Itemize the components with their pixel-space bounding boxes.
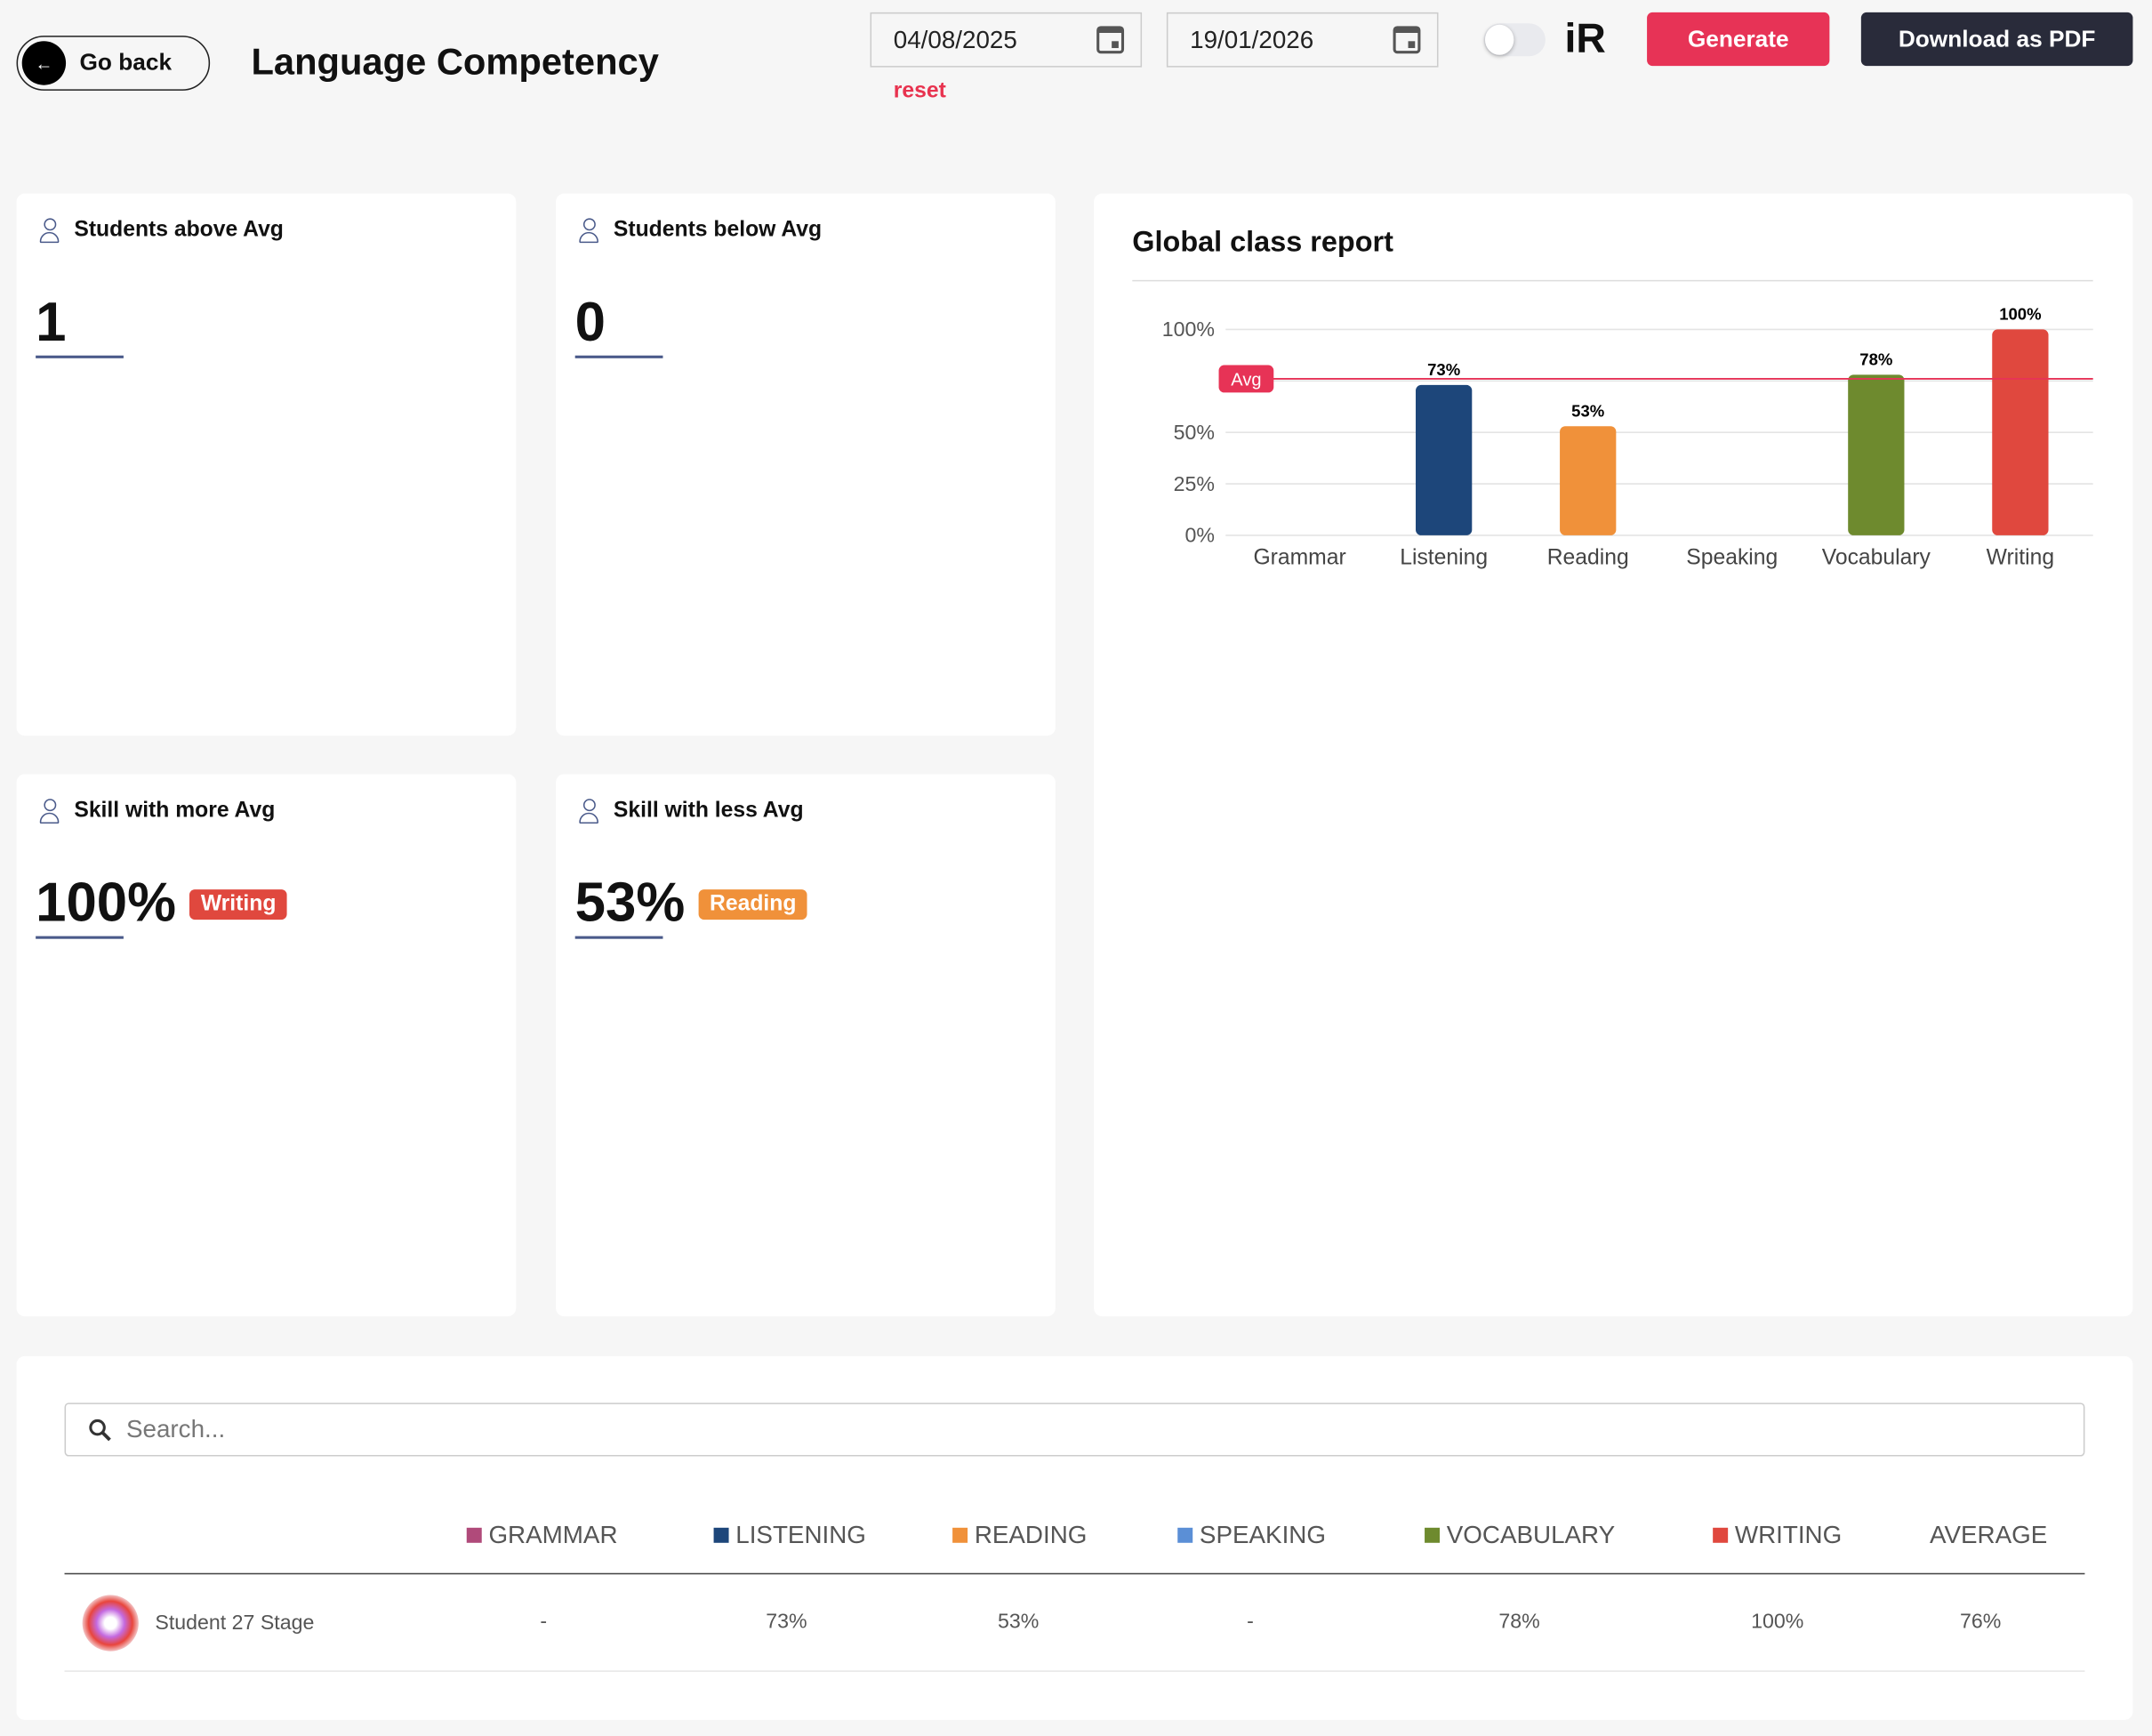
column-header-listening[interactable]: LISTENING (713, 1521, 866, 1549)
column-header-reading[interactable]: READING (952, 1521, 1087, 1549)
x-tick-label: Grammar (1253, 545, 1345, 569)
toggle-knob (1484, 24, 1514, 55)
divider (1132, 279, 2093, 282)
card-value: 1 (36, 292, 67, 353)
row-divider (64, 1670, 2085, 1672)
x-tick-label: Speaking (1686, 545, 1778, 569)
bar-vocabulary (1848, 374, 1905, 535)
underline (36, 936, 124, 939)
y-tick-label: 50% (1174, 421, 1215, 444)
legend-swatch (1425, 1527, 1441, 1543)
generate-button[interactable]: Generate (1647, 12, 1830, 67)
card-students-below-avg: Students below Avg 0 (556, 193, 1056, 736)
arrow-left-icon: ← (21, 41, 67, 85)
student-name[interactable]: Student 27 Stage (155, 1611, 315, 1636)
table-cell: 76% (1959, 1610, 2002, 1634)
data-label: 100% (1999, 305, 2041, 324)
y-tick-label: 0% (1184, 524, 1214, 547)
avg-label: Avg (1231, 371, 1261, 390)
legend-swatch (952, 1527, 968, 1543)
reset-link[interactable]: reset (893, 79, 946, 103)
students-table-card (16, 1355, 2133, 1720)
legend-swatch (1713, 1527, 1729, 1543)
x-tick-label: Writing (1987, 545, 2054, 569)
column-label: READING (974, 1521, 1088, 1548)
student-avatar (82, 1595, 139, 1652)
user-icon (578, 799, 600, 824)
date-from-input[interactable]: 04/08/2025 (870, 12, 1143, 68)
date-to-value: 19/01/2026 (1190, 25, 1314, 53)
card-value: 100% (36, 872, 177, 934)
x-tick-label: Vocabulary (1822, 545, 1931, 569)
x-tick-label: Reading (1547, 545, 1629, 569)
data-label: 78% (1859, 350, 1892, 369)
underline (574, 355, 663, 358)
go-back-label: Go back (79, 49, 173, 76)
skill-badge: Reading (698, 888, 807, 920)
avg-badge (1218, 365, 1274, 393)
calendar-icon[interactable] (1393, 26, 1421, 54)
user-icon (38, 799, 60, 824)
y-tick-label: 25% (1174, 472, 1215, 495)
card-value: 0 (574, 292, 606, 353)
legend-swatch (713, 1527, 729, 1543)
data-label: 53% (1571, 401, 1604, 420)
calendar-icon[interactable] (1096, 26, 1125, 54)
column-header-vocabulary[interactable]: VOCABULARY (1425, 1521, 1615, 1549)
card-students-above-avg: Students above Avg 1 (16, 193, 517, 736)
search-input[interactable]: Search... (64, 1402, 2085, 1457)
column-header-speaking[interactable]: SPEAKING (1177, 1521, 1326, 1549)
column-header-average[interactable]: AVERAGE (1930, 1521, 2047, 1549)
underline (36, 355, 124, 358)
table-cell: 53% (998, 1610, 1040, 1634)
date-to-input[interactable]: 19/01/2026 (1166, 12, 1439, 68)
card-title: Students above Avg (74, 218, 284, 242)
card-skill-more-avg: Skill with more Avg 100% Writing (16, 774, 517, 1317)
user-icon (38, 218, 60, 244)
column-label: GRAMMAR (488, 1521, 618, 1548)
card-title: Students below Avg (613, 218, 823, 242)
underline (574, 936, 663, 939)
data-label: 73% (1427, 360, 1460, 379)
column-header-grammar[interactable]: GRAMMAR (466, 1521, 618, 1549)
card-value: 53% (574, 872, 686, 934)
user-icon (578, 218, 600, 244)
column-label: WRITING (1734, 1521, 1843, 1548)
card-skill-less-avg: Skill with less Avg 53% Reading (556, 774, 1056, 1317)
brand-logo: iR (1564, 16, 1606, 62)
column-label: SPEAKING (1199, 1521, 1326, 1548)
column-label: LISTENING (735, 1521, 866, 1548)
search-placeholder: Search... (125, 1415, 226, 1443)
download-pdf-button[interactable]: Download as PDF (1860, 12, 2133, 67)
bar-listening (1416, 384, 1473, 535)
table-cell: - (540, 1610, 548, 1634)
table-cell: 73% (766, 1610, 807, 1634)
page-title: Language Competency (251, 41, 659, 83)
search-icon (89, 1419, 111, 1441)
card-title: Skill with more Avg (74, 799, 276, 823)
column-label: VOCABULARY (1446, 1521, 1616, 1548)
x-tick-label: Listening (1400, 545, 1488, 569)
table-cell: 78% (1498, 1610, 1540, 1634)
legend-swatch (466, 1527, 482, 1543)
bar-chart: 100% 50% 25% 0% Grammar Listening 73% Reading 53… (1162, 305, 2093, 569)
y-tick-label: 100% (1162, 317, 1215, 341)
chart-title: Global class report (1132, 226, 1393, 259)
bar-writing (1992, 329, 2049, 535)
skill-badge: Writing (189, 888, 287, 920)
legend-swatch (1177, 1527, 1193, 1543)
header-divider (64, 1572, 2085, 1575)
table-cell: - (1247, 1610, 1254, 1634)
go-back-button[interactable]: ← Go back (16, 36, 211, 91)
column-label: AVERAGE (1930, 1521, 2048, 1548)
column-header-writing[interactable]: WRITING (1713, 1521, 1842, 1549)
bar-reading (1560, 426, 1617, 535)
date-from-value: 04/08/2025 (893, 25, 1017, 53)
global-class-report-card: Global class report 100% 50% 25% 0% Grammar L… (1094, 193, 2133, 1317)
table-cell: 100% (1751, 1610, 1804, 1634)
card-title: Skill with less Avg (613, 799, 804, 823)
toggle-switch[interactable] (1483, 23, 1546, 57)
